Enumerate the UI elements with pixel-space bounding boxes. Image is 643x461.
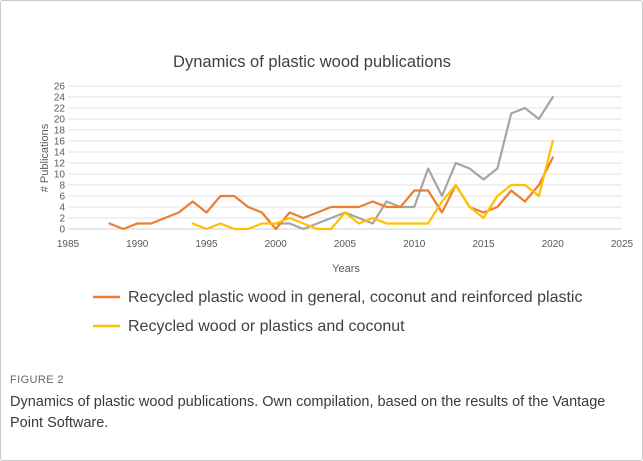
y-tick-label: 6 (59, 192, 65, 203)
x-tick-label: 2025 (611, 239, 634, 250)
grid (68, 86, 622, 218)
x-axis: 1985 1990 1995 2000 2005 2010 2015 2020 2025 (57, 229, 634, 250)
x-tick-label: 1990 (126, 239, 149, 250)
x-tick-label: 2015 (472, 239, 495, 250)
y-tick-label: 16 (54, 137, 66, 148)
y-tick-label: 22 (54, 104, 66, 115)
figure-caption: Dynamics of plastic wood publications. O… (10, 392, 620, 434)
legend-label: Recycled wood or plastics and coconut (128, 318, 405, 335)
y-tick-label: 14 (54, 148, 66, 159)
chart-title: Dynamics of plastic wood publications (173, 53, 451, 71)
y-tick-label: 4 (59, 203, 65, 214)
x-axis-title: Years (332, 263, 360, 275)
x-tick-label: 2020 (542, 239, 565, 250)
legend: Recycled plastic wood in general, coconu… (93, 289, 582, 335)
y-tick-label: 8 (59, 181, 65, 192)
x-tick-label: 2000 (265, 239, 288, 250)
y-tick-label: 0 (59, 225, 65, 236)
x-tick-label: 2005 (334, 239, 357, 250)
y-tick-label: 20 (54, 115, 66, 126)
figure-label: FIGURE 2 (10, 374, 64, 386)
legend-label: Recycled plastic wood in general, coconu… (128, 289, 582, 306)
y-axis-title: # Publications (39, 123, 51, 192)
y-tick-label: 26 (54, 82, 66, 93)
y-tick-label: 10 (54, 170, 66, 181)
line-chart: Dynamics of plastic wood publications 02… (0, 0, 643, 370)
x-tick-label: 2010 (403, 239, 426, 250)
y-tick-label: 18 (54, 126, 66, 137)
y-tick-label: 24 (54, 93, 66, 104)
y-tick-label: 12 (54, 159, 66, 170)
x-tick-label: 1995 (195, 239, 218, 250)
y-tick-label: 2 (59, 214, 65, 225)
x-tick-label: 1985 (57, 239, 80, 250)
